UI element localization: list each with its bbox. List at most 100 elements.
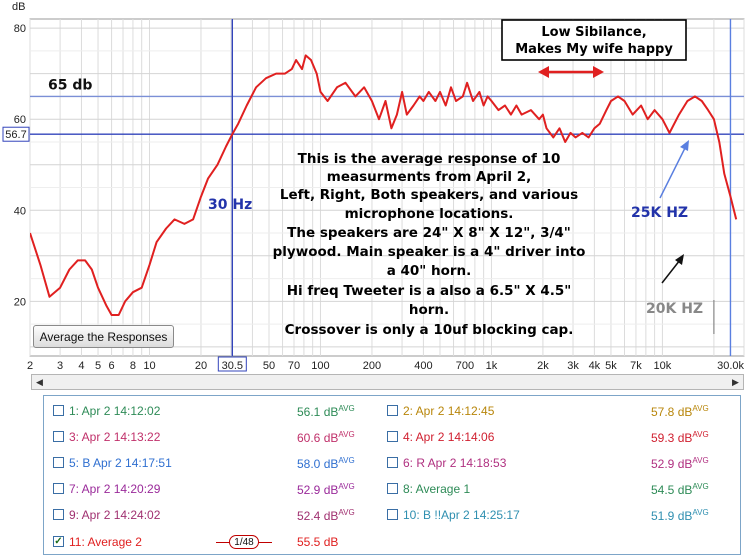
cursor-y-readout-box [2, 126, 30, 142]
checkbox-icon[interactable] [53, 431, 64, 442]
cursor-y-readout: 56.7 [5, 129, 26, 141]
scroll-right-arrow-icon[interactable]: ▶ [728, 375, 743, 389]
axes: dB 80 60 40 20 2 3 4 5 6 8 10 20 50 70 100 200 400 700 1k 2k… [12, 1, 744, 372]
legend-item-value-text: 59.3 dB [651, 431, 693, 445]
annotation-30hz: 30 Hz [208, 197, 252, 213]
legend-item-value-unit: AVG [338, 404, 355, 413]
legend-item-value-text: 52.4 dB [297, 509, 339, 523]
description-line: The speakers are 24" X 8" X 12", 3/4" [287, 225, 571, 241]
average-responses-button[interactable]: Average the Responses [33, 325, 174, 348]
legend-item-value-text: 52.9 dB [651, 457, 693, 471]
legend-item[interactable]: 3: Apr 2 14:13:22 60.6 dBAVG [53, 429, 355, 447]
checkbox-icon[interactable] [387, 457, 398, 468]
y-axis-label: dB [12, 1, 25, 13]
x-tick-label: 2k [537, 360, 549, 372]
legend-item-value: 58.0 dBAVG [297, 456, 355, 471]
legend-item-value: 52.9 dBAVG [651, 456, 709, 471]
legend-item-value-unit: AVG [338, 456, 355, 465]
description-line: measurments from April 2, [327, 169, 531, 185]
sibilance-note-box [501, 19, 687, 61]
legend-item-value: 52.9 dBAVG [297, 482, 355, 497]
legend-item-value-unit: AVG [338, 482, 355, 491]
description-line: horn. [409, 302, 449, 318]
legend-item-value-text: 51.9 dB [651, 509, 693, 523]
x-tick-label: 5 [95, 360, 101, 372]
cursor-x-readout: 30.5 [222, 360, 243, 372]
legend-item-name: 11: Average 2 [69, 535, 142, 549]
checkbox-icon[interactable] [387, 509, 398, 520]
legend-item-value-text: 58.0 dB [297, 457, 339, 471]
legend-item-value-text: 57.8 dB [651, 405, 693, 419]
description-line: a 40" horn. [387, 263, 472, 279]
legend-item-value-unit: AVG [338, 430, 355, 439]
description-line: Hi freq Tweeter is a also a 6.5" X 4.5" [287, 283, 572, 299]
checkbox-icon[interactable] [387, 405, 398, 416]
legend-item-name: 3: Apr 2 14:13:22 [69, 430, 161, 444]
legend-item-value-unit: AVG [692, 508, 709, 517]
legend-item-name: 9: Apr 2 14:24:02 [69, 508, 161, 522]
legend-item-value-text: 55.5 dB [297, 535, 339, 549]
description-line: Crossover is only a 10uf blocking cap. [285, 322, 574, 338]
legend-item-name: 8: Average 1 [403, 482, 471, 496]
checkbox-icon[interactable] [53, 509, 64, 520]
sibilance-note-line: Low Sibilance, [541, 25, 646, 40]
description-line: Left, Right, Both speakers, and various [280, 187, 578, 203]
legend-item[interactable]: 7: Apr 2 14:20:29 52.9 dBAVG [53, 481, 355, 499]
x-tick-label: 100 [311, 360, 329, 372]
legend-item-name: 1: Apr 2 14:12:02 [69, 404, 161, 418]
x-tick-label: 4k [589, 360, 601, 372]
x-tick-label: 50 [263, 360, 275, 372]
legend-item[interactable]: 6: R Apr 2 14:18:53 52.9 dBAVG [387, 455, 727, 473]
x-tick-label: 10 [143, 360, 155, 372]
legend-item-value-text: 52.9 dB [297, 483, 339, 497]
legend-item-value: 51.9 dBAVG [651, 508, 709, 523]
scroll-left-arrow-icon[interactable]: ◀ [32, 375, 47, 389]
legend-item[interactable]: 8: Average 1 54.5 dBAVG [387, 481, 727, 499]
checkbox-icon[interactable] [53, 483, 64, 494]
series-line-average-2 [30, 54, 738, 316]
x-tick-label: 2 [27, 360, 33, 372]
x-tick-label: 7k [630, 360, 642, 372]
checkbox-icon[interactable] [387, 483, 398, 494]
x-tick-label: 8 [130, 360, 136, 372]
legend-item-value: 56.1 dBAVG [297, 404, 355, 419]
legend-item-name: 4: Apr 2 14:14:06 [403, 430, 495, 444]
legend-item-value: 54.5 dBAVG [651, 482, 709, 497]
x-tick-label: 700 [456, 360, 474, 372]
legend-item-value-unit: AVG [338, 508, 355, 517]
legend-item-value: 60.6 dBAVG [297, 430, 355, 445]
sibilance-arrow-left-head [538, 66, 549, 78]
x-tick-label: 200 [363, 360, 381, 372]
frequency-response-plot[interactable]: dB 80 60 40 20 2 3 4 5 6 8 10 20 50 70 100 200 400 700 1k 2k… [0, 0, 750, 372]
horizontal-scrollbar[interactable]: ◀ ▶ [31, 374, 744, 390]
sibilance-note-line: Makes My wife happy [515, 42, 673, 57]
checkbox-icon[interactable] [387, 431, 398, 442]
legend-item[interactable]: 2: Apr 2 14:12:45 57.8 dBAVG [387, 403, 727, 421]
legend-item-name: 2: Apr 2 14:12:45 [403, 404, 495, 418]
marker-label-65db: 65 db [48, 77, 92, 93]
x-tick-label: 30.0k [717, 360, 744, 372]
legend-item[interactable]: 10: B !!Apr 2 14:25:17 51.9 dBAVG [387, 507, 727, 525]
checkbox-icon[interactable] [53, 405, 64, 416]
legend-item-value-unit: AVG [692, 482, 709, 491]
legend-item[interactable]: ✓ 11: Average 2 55.5 dB [53, 534, 353, 552]
description-line: plywood. Main speaker is a 4" driver int… [273, 244, 586, 260]
legend-item-value-text: 54.5 dB [651, 483, 693, 497]
checkbox-icon[interactable] [53, 457, 64, 468]
marker-label-25khz: 25K HZ [631, 205, 688, 221]
legend-item-value: 55.5 dB [297, 535, 338, 549]
smoothing-selector[interactable]: 1/48 [229, 535, 259, 549]
series-layer [30, 54, 738, 316]
legend-item[interactable]: 1: Apr 2 14:12:02 56.1 dBAVG [53, 403, 355, 421]
legend-item[interactable]: 4: Apr 2 14:14:06 59.3 dBAVG [387, 429, 727, 447]
y-tick-label: 40 [14, 205, 26, 217]
legend-item[interactable]: 9: Apr 2 14:24:02 52.4 dBAVG [53, 507, 355, 525]
arrow-25khz-head [680, 140, 689, 151]
x-tick-label: 3k [567, 360, 579, 372]
checkbox-checked-icon[interactable]: ✓ [53, 535, 64, 547]
grid [29, 19, 745, 356]
legend-item[interactable]: 5: B Apr 2 14:17:51 58.0 dBAVG [53, 455, 355, 473]
arrow-20khz-shaft [661, 259, 681, 284]
arrow-25khz-shaft [659, 145, 687, 199]
legend-item-value-unit: AVG [692, 430, 709, 439]
